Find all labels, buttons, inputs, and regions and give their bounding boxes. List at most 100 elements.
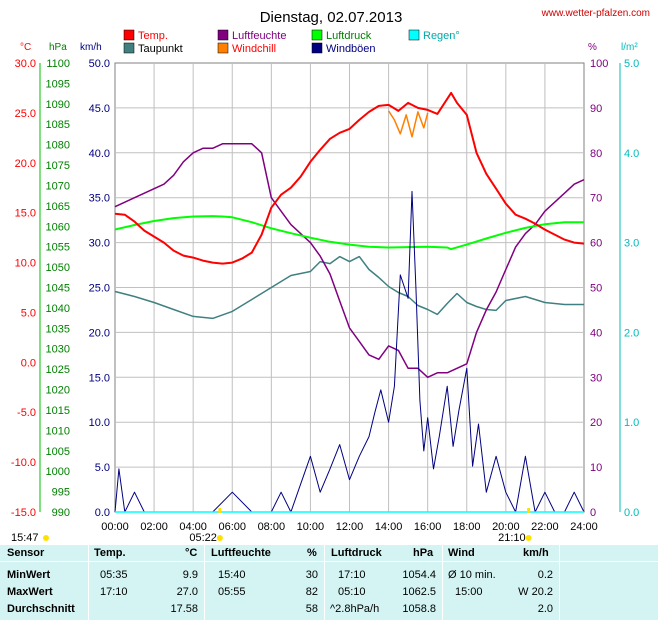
row-max-hum-val: 82	[305, 586, 318, 598]
pct-tick-label: 80	[590, 148, 602, 160]
hpa-tick-label: 1095	[46, 78, 70, 90]
unit-kmh: km/h	[80, 42, 102, 53]
time-tick-label: 14:00	[375, 521, 403, 533]
row-max-wind-val: W 20.2	[518, 586, 553, 598]
time-tick-label: 02:00	[140, 521, 168, 533]
stats-table: Sensor Temp. °C Luftfeuchte % Luftdruck …	[0, 545, 658, 620]
rain-tick-label: 5.0	[624, 58, 639, 70]
hpa-tick-label: 1050	[46, 262, 70, 274]
col-press-header: Luftdruck	[331, 547, 382, 559]
site-url: www.wetter-pfalzen.com	[541, 8, 650, 19]
legend-swatch	[217, 42, 229, 54]
ticks: 30.0 25.0 20.0 15.0 10.0 5.0 0.0 -5.0 -10.0 -15.0…	[11, 58, 639, 533]
kmh-tick-label: 15.0	[89, 372, 110, 384]
row-min-temp-val: 9.9	[182, 569, 198, 581]
hpa-tick-label: 1005	[46, 446, 70, 458]
current-time-marker	[43, 535, 49, 541]
row-min-press-val: 1054.4	[402, 569, 436, 581]
time-tick-label: 12:00	[336, 521, 364, 533]
kmh-tick-label: 10.0	[89, 417, 110, 429]
legend-label: Regen°	[423, 30, 460, 42]
rain-tick-label: 1.0	[624, 417, 639, 429]
pct-tick-label: 90	[590, 103, 602, 115]
col-wind-header: Wind	[448, 547, 475, 559]
hpa-tick-label: 1075	[46, 160, 70, 172]
temp-tick-label: -15.0	[11, 507, 36, 519]
rain-tick-label: 3.0	[624, 238, 639, 250]
legend-label: Luftfeuchte	[232, 30, 286, 42]
unit-rain: l/m²	[621, 42, 638, 53]
hpa-tick-label: 1060	[46, 221, 70, 233]
sun-markers: 05:22 21:10 15:47	[11, 508, 532, 544]
unit-hpa: hPa	[49, 42, 67, 53]
series	[114, 91, 585, 513]
hpa-tick-label: 1055	[46, 242, 70, 254]
legend-swatch	[408, 29, 420, 41]
unit-temp: °C	[20, 42, 31, 53]
axis-units: °C hPa km/h % l/m²	[20, 42, 638, 53]
series-taupunkt	[114, 255, 584, 320]
time-tick-label: 06:00	[218, 521, 246, 533]
time-tick-label: 18:00	[453, 521, 481, 533]
temp-tick-label: 20.0	[15, 158, 36, 170]
hpa-tick-label: 1090	[46, 99, 70, 111]
series-luftfeuchte	[114, 143, 585, 379]
row-avg-press-trend: ^2.8hPa/h	[330, 603, 380, 615]
hpa-tick-label: 1015	[46, 405, 70, 417]
kmh-tick-label: 30.0	[89, 238, 110, 250]
kmh-tick-label: 45.0	[89, 103, 110, 115]
row-max-temp-val: 27.0	[176, 586, 198, 598]
kmh-tick-label: 35.0	[89, 193, 110, 205]
time-tick-label: 08:00	[258, 521, 286, 533]
temp-tick-label: 25.0	[15, 108, 36, 120]
row-avg-label: Durchschnitt	[7, 603, 75, 615]
temp-tick-label: 5.0	[21, 307, 36, 319]
pct-tick-label: 100	[590, 58, 608, 70]
chart-title: Dienstag, 02.07.2013	[260, 9, 403, 26]
unit-pct: %	[588, 42, 597, 53]
series-luftdruck	[114, 215, 584, 251]
sunset-marker	[525, 535, 532, 541]
sunrise-time: 05:22	[189, 532, 217, 544]
kmh-tick-label: 40.0	[89, 148, 110, 160]
weather-chart: Dienstag, 02.07.2013 www.wetter-pfalzen.…	[11, 8, 650, 544]
legend-swatch	[123, 42, 135, 54]
row-avg-wind-val: 2.0	[537, 603, 553, 615]
temp-tick-label: -5.0	[17, 407, 36, 419]
row-min-press-time: 17:10	[338, 569, 366, 581]
legend-swatch	[311, 29, 323, 41]
col-temp-unit: °C	[185, 547, 198, 559]
temp-tick-label: 10.0	[15, 258, 36, 270]
hpa-tick-label: 1010	[46, 425, 70, 437]
rain-tick-label: 4.0	[624, 148, 639, 160]
hpa-tick-label: 990	[52, 507, 70, 519]
row-max-label: MaxWert	[7, 586, 53, 598]
pct-tick-label: 50	[590, 283, 602, 295]
kmh-tick-label: 50.0	[89, 58, 110, 70]
pct-tick-label: 10	[590, 462, 602, 474]
pct-tick-label: 0	[590, 507, 596, 519]
col-hum-unit: %	[307, 547, 317, 559]
hpa-tick-label: 1100	[46, 58, 70, 70]
row-max-press-time: 05:10	[338, 586, 366, 598]
hpa-tick-label: 1080	[46, 140, 70, 152]
legend-swatch	[311, 42, 323, 54]
kmh-tick-label: 20.0	[89, 327, 110, 339]
pct-tick-label: 30	[590, 372, 602, 384]
pct-tick-label: 70	[590, 193, 602, 205]
hpa-tick-label: 1040	[46, 303, 70, 315]
col-wind-unit: km/h	[523, 547, 549, 559]
pct-tick-label: 20	[590, 417, 602, 429]
row-avg-temp-val: 17.58	[170, 603, 198, 615]
col-temp-header: Temp.	[94, 547, 126, 559]
row-max-press-val: 1062.5	[402, 586, 436, 598]
time-tick-label: 10:00	[297, 521, 325, 533]
hpa-tick-label: 1085	[46, 119, 70, 131]
rain-tick-label: 2.0	[624, 327, 639, 339]
hpa-tick-label: 1025	[46, 364, 70, 376]
legend-swatch	[217, 29, 229, 41]
temp-tick-label: 15.0	[15, 208, 36, 220]
row-max-temp-time: 17:10	[100, 586, 128, 598]
row-min-wind-val: 0.2	[537, 569, 553, 581]
